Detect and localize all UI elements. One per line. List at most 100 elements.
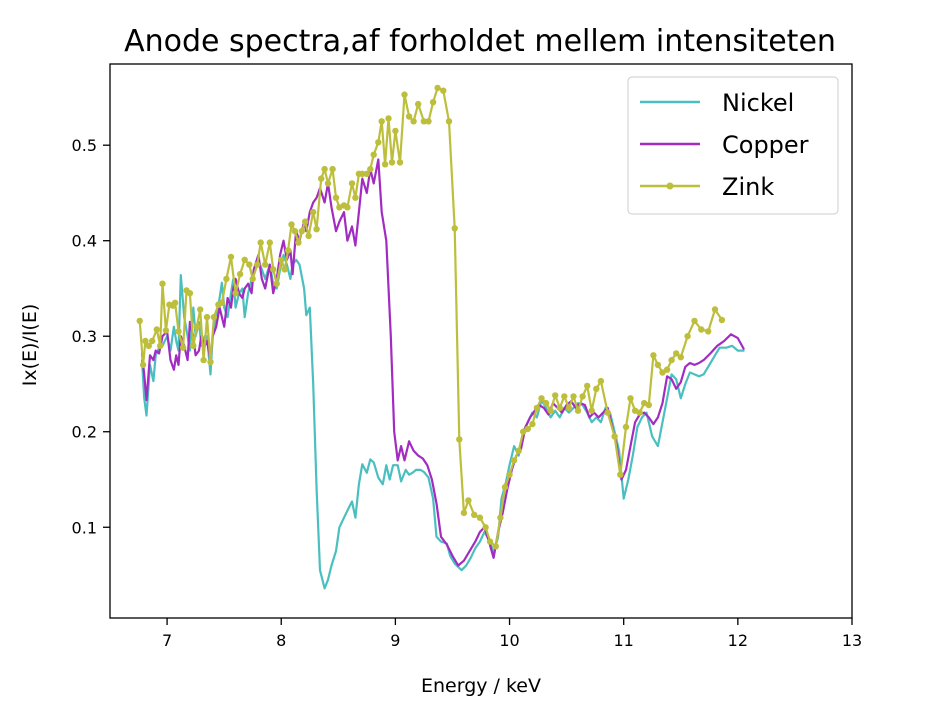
data-point-zink	[627, 395, 634, 402]
y-tick-label: 0.3	[72, 327, 97, 346]
data-point-zink	[538, 395, 545, 402]
data-point-zink	[415, 100, 422, 108]
data-point-zink	[171, 299, 179, 306]
data-point-zink	[486, 538, 494, 545]
data-point-zink	[718, 316, 726, 324]
data-point-zink	[434, 84, 441, 92]
data-point-zink	[344, 204, 351, 211]
data-point-zink	[604, 409, 611, 416]
data-point-zink	[588, 407, 595, 414]
data-point-zink	[278, 256, 285, 263]
data-point-zink	[246, 261, 253, 268]
x-tick-label: 13	[842, 631, 862, 650]
data-point-zink	[506, 471, 513, 478]
data-point-zink	[273, 280, 280, 287]
data-point-zink	[270, 266, 277, 273]
data-point-zink	[321, 165, 328, 173]
data-point-zink	[281, 266, 288, 273]
data-point-zink	[482, 524, 489, 531]
y-axis-label: Ix(E)/I(E)	[19, 304, 41, 387]
data-point-zink	[385, 115, 392, 122]
y-tick-label: 0.1	[72, 518, 97, 537]
x-tick-label: 11	[614, 631, 634, 650]
data-point-zink	[445, 118, 453, 125]
x-axis: 7 8 9 10 11 12 13	[162, 618, 862, 650]
data-point-zink	[650, 352, 657, 359]
y-tick-label: 0.4	[72, 232, 97, 251]
data-point-zink	[668, 356, 675, 364]
data-point-zink	[223, 275, 230, 283]
data-point-zink	[378, 118, 385, 125]
data-point-zink	[145, 342, 152, 349]
x-tick-label: 12	[728, 631, 748, 650]
data-point-zink	[392, 127, 399, 135]
data-point-zink	[497, 514, 504, 521]
data-point-zink	[153, 326, 160, 333]
data-point-zink	[611, 433, 618, 440]
data-point-zink	[663, 366, 671, 373]
data-point-zink	[157, 342, 164, 349]
x-tick-label: 9	[390, 631, 400, 650]
data-point-zink	[705, 328, 712, 335]
data-point-zink	[186, 290, 194, 297]
x-tick-label: 8	[276, 631, 286, 650]
legend-marker-zink	[666, 182, 674, 190]
data-point-zink	[266, 239, 273, 246]
data-point-zink	[159, 280, 166, 287]
data-point-zink	[501, 483, 509, 491]
data-point-zink	[425, 118, 432, 125]
data-point-zink	[451, 225, 458, 232]
data-point-zink	[698, 326, 705, 333]
data-point-zink	[711, 306, 719, 313]
data-point-zink	[524, 425, 531, 433]
data-point-zink	[207, 358, 214, 366]
data-point-zink	[556, 404, 563, 412]
data-point-zink	[471, 511, 478, 518]
data-point-zink	[375, 139, 382, 146]
data-point-zink	[324, 180, 332, 187]
legend-label-copper: Copper	[722, 131, 809, 159]
data-point-zink	[456, 436, 463, 443]
data-point-zink	[359, 170, 366, 177]
data-point-zink	[298, 228, 305, 235]
x-tick-label: 10	[499, 631, 519, 650]
data-point-zink	[673, 350, 680, 357]
data-point-zink	[579, 393, 586, 400]
data-point-zink	[542, 399, 550, 407]
data-point-zink	[617, 471, 624, 478]
data-point-zink	[262, 261, 269, 268]
data-point-zink	[232, 290, 239, 297]
data-point-zink	[288, 221, 295, 228]
data-point-zink	[302, 218, 309, 225]
data-point-zink	[284, 247, 292, 254]
data-point-zink	[684, 333, 691, 340]
data-point-zink	[193, 323, 200, 330]
data-point-zink	[561, 393, 568, 400]
data-point-zink	[510, 457, 518, 464]
data-point-zink	[313, 226, 320, 233]
data-point-zink	[429, 99, 437, 106]
data-point-zink	[257, 239, 264, 246]
x-tick-label: 7	[162, 631, 172, 650]
data-point-zink	[329, 165, 336, 173]
data-point-zink	[593, 385, 600, 392]
data-point-zink	[584, 382, 591, 390]
data-point-zink	[367, 165, 374, 173]
data-point-zink	[520, 428, 527, 435]
data-point-zink	[515, 447, 522, 454]
data-point-zink	[570, 393, 577, 400]
data-point-zink	[691, 317, 698, 325]
data-point-zink	[142, 337, 149, 345]
data-point-zink	[179, 344, 187, 351]
data-point-zink	[295, 239, 302, 246]
data-point-zink	[405, 113, 413, 120]
y-tick-label: 0.5	[72, 136, 97, 155]
data-point-zink	[291, 228, 299, 235]
data-point-zink	[218, 299, 226, 306]
data-point-zink	[574, 407, 582, 414]
legend: Nickel Copper Zink	[627, 76, 839, 215]
data-point-zink	[465, 497, 472, 504]
data-point-zink	[381, 161, 389, 168]
y-tick-label: 0.2	[72, 423, 97, 442]
